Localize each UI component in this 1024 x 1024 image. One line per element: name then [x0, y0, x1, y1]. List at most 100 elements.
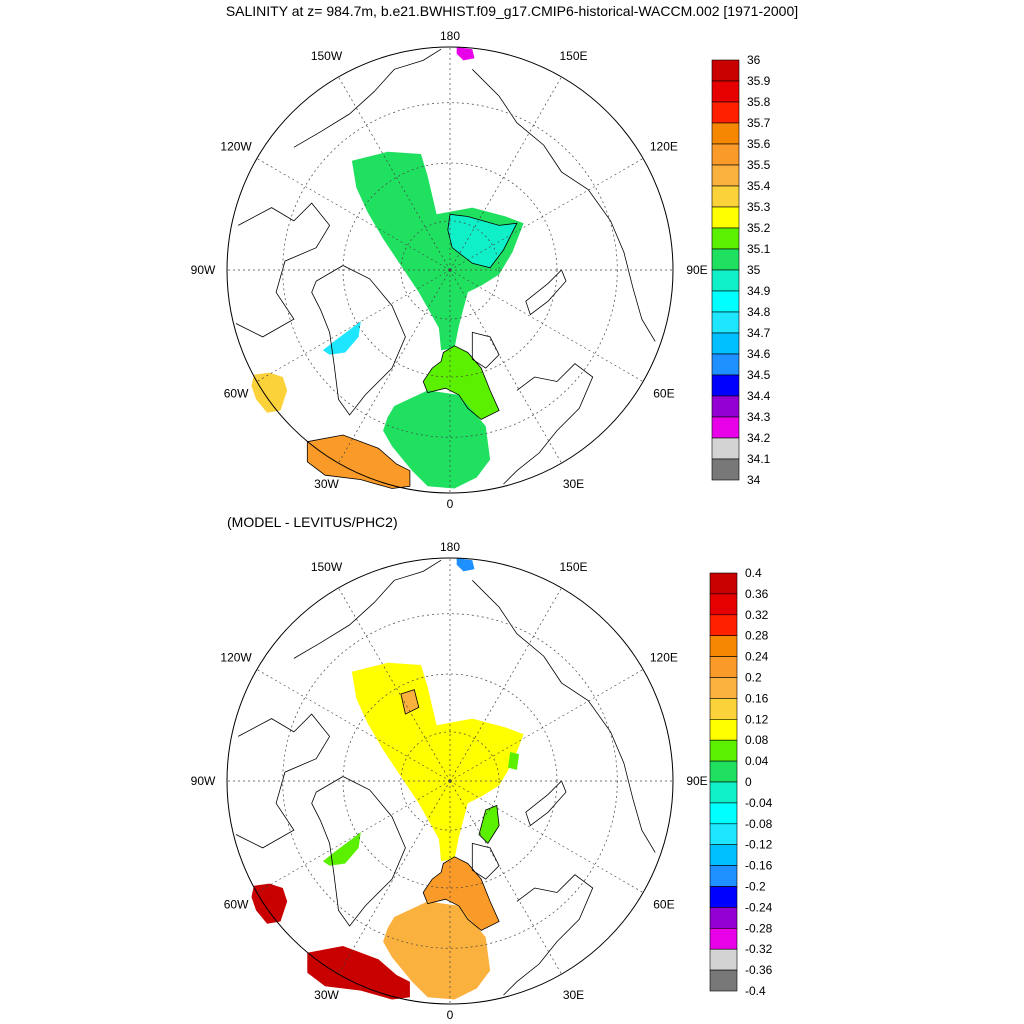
colorbar-box-8: [709, 739, 738, 762]
colorbar-label-0p2: 0.2: [745, 671, 762, 685]
colorbar-box-2: [711, 101, 740, 124]
colorbar-label-neg0p2: -0.2: [745, 880, 766, 894]
colorbar-label-35p5: 35.5: [747, 158, 771, 172]
colorbar-label-neg0p04: -0.04: [745, 796, 773, 810]
difference-colorbar: 0.4 0.36 0.32 0.28 0.24 0.2 0.16 0.12 0.08 0.04 0 -…: [709, 566, 773, 998]
region-difference-high-patch: [400, 689, 419, 715]
meridian-150W: [338, 76, 451, 271]
region-north-atlantic: [307, 946, 410, 1000]
region-difference-east-patch: [479, 805, 500, 844]
canadian-archipelago-coast: [235, 202, 331, 338]
region-bering-sea: [456, 558, 475, 572]
meridian-120W: [256, 669, 451, 782]
colorbar-label-0p08: 0.08: [745, 733, 769, 747]
alaska-coast: [293, 48, 442, 148]
meridian-150E: [449, 76, 562, 271]
alaska-coast: [293, 559, 442, 659]
novaya-zemlya-coast: [525, 269, 567, 316]
longitude-label-90E: 90E: [686, 263, 707, 277]
meridian-60W: [256, 269, 451, 382]
colorbar-label-34p3: 34.3: [747, 410, 771, 424]
colorbar-box-3: [711, 122, 740, 145]
meridian-150E: [449, 587, 562, 782]
colorbar-label-neg0p4: -0.4: [745, 984, 766, 998]
map-boundary: [226, 557, 674, 1005]
salinity-colorbar: 36 35.9 35.8 35.7 35.6 35.5 35.4 35.3 35.2 35.1 35…: [711, 53, 771, 487]
colorbar-label-35p4: 35.4: [747, 179, 771, 193]
colorbar-box-19: [711, 458, 740, 481]
colorbar-box-4: [709, 656, 738, 678]
longitude-label-0: 0: [447, 1008, 454, 1022]
longitude-label-120E: 120E: [650, 651, 678, 665]
colorbar-label-0p12: 0.12: [745, 712, 769, 726]
contour-difference-high-patch: [400, 689, 420, 715]
canadian-archipelago-coast: [235, 713, 331, 849]
colorbar-label-34p5: 34.5: [747, 368, 771, 382]
colorbar-label-neg0p08: -0.08: [745, 817, 773, 831]
colorbar-label-35p1: 35.1: [747, 242, 771, 256]
longitude-label-180: 180: [440, 29, 460, 43]
colorbar-box-4: [711, 143, 740, 166]
colorbar-label-35p7: 35.7: [747, 116, 771, 130]
scandinavia-coast: [503, 874, 594, 996]
colorbar-box-10: [711, 269, 740, 292]
region-fram-strait: [423, 856, 500, 931]
longitude-label-90W: 90W: [191, 774, 216, 788]
colorbar-label-34p8: 34.8: [747, 305, 771, 319]
meridian-30W: [338, 780, 451, 975]
colorbar-label-35p3: 35.3: [747, 200, 771, 214]
colorbar-box-14: [711, 353, 740, 376]
svalbard-coast: [471, 331, 500, 369]
longitude-label-150E: 150E: [559, 49, 587, 63]
colorbar-box-16: [711, 395, 740, 418]
colorbar-label-neg0p16: -0.16: [745, 859, 773, 873]
colorbar-box-1: [711, 80, 740, 103]
colorbar-box-16: [709, 907, 738, 929]
colorbar-label-35p9: 35.9: [747, 74, 771, 88]
contour-north-atlantic: [306, 434, 411, 489]
colorbar-box-15: [711, 374, 740, 397]
colorbar-label-35p8: 35.8: [747, 95, 771, 109]
colorbar-box-19: [709, 969, 738, 992]
colorbar-label-neg0p36: -0.36: [745, 963, 773, 977]
colorbar-box-0: [709, 572, 738, 595]
meridian-60W: [256, 780, 451, 893]
colorbar-label-35p6: 35.6: [747, 137, 771, 151]
longitude-label-90W: 90W: [191, 263, 216, 277]
meridian-120W: [256, 158, 451, 271]
salinity-polar-map: 180 150E 120E 90E 60E 30E 0 30W 60W 90W 120W 150W: [191, 29, 708, 511]
colorbar-box-13: [711, 332, 740, 355]
region-fram-strait: [423, 345, 500, 420]
meridian-120E: [449, 669, 644, 782]
region-labrador-sea: [251, 883, 288, 924]
greenland-coast: [311, 265, 406, 416]
latitude-circle-3: [282, 613, 618, 949]
longitude-label-150W: 150W: [311, 560, 343, 574]
colorbar-label-0p04: 0.04: [745, 754, 769, 768]
longitude-label-0: 0: [447, 497, 454, 511]
colorbar-label-0p32: 0.32: [745, 608, 769, 622]
colorbar-label-0p24: 0.24: [745, 650, 769, 664]
region-bering-sea: [456, 47, 475, 61]
region-difference-shelf-patch: [508, 752, 520, 770]
longitude-label-150E: 150E: [559, 560, 587, 574]
meridian-60E: [449, 780, 644, 893]
greenland-coast: [311, 776, 406, 927]
colorbar-box-18: [711, 437, 740, 460]
meridian-150W: [338, 587, 451, 782]
meridian-60E: [449, 269, 644, 382]
colorbar-box-11: [711, 290, 740, 313]
colorbar-label-34p7: 34.7: [747, 326, 771, 340]
region-labrador-sea: [251, 372, 288, 413]
meridian-30E: [449, 269, 562, 464]
colorbar-label-36: 36: [747, 53, 761, 67]
colorbar-box-12: [709, 823, 738, 845]
colorbar-box-9: [709, 760, 738, 783]
longitude-label-30E: 30E: [563, 477, 584, 491]
colorbar-box-7: [709, 718, 738, 741]
meridian-120E: [449, 158, 644, 271]
colorbar-box-3: [709, 635, 738, 657]
latitude-circle-3: [282, 102, 618, 438]
longitude-label-120E: 120E: [650, 140, 678, 154]
